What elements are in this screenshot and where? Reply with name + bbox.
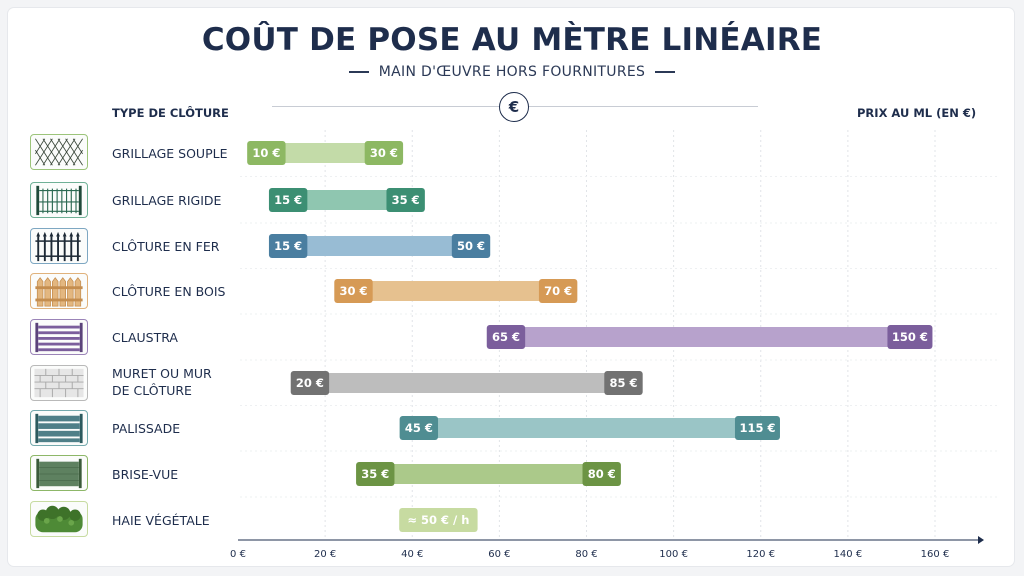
max-value-pill	[604, 371, 643, 395]
palisade-icon	[30, 410, 88, 446]
min-value-pill	[290, 371, 330, 395]
range-pill	[399, 508, 478, 532]
range-bar	[303, 190, 391, 210]
page-subtitle: MAIN D'ŒUVRE HORS FOURNITURES	[0, 64, 1024, 80]
range-bar	[390, 464, 587, 484]
max-value-label: 70 €	[544, 284, 572, 298]
max-value-pill	[538, 279, 578, 303]
row-label-grillage-souple: GRILLAGE SOUPLE	[112, 146, 228, 161]
iron-fence-icon	[30, 228, 88, 264]
min-value-pill	[486, 325, 526, 349]
max-value-label: 30 €	[370, 146, 398, 160]
max-value-pill	[364, 141, 404, 165]
wood-fence-icon	[30, 273, 88, 309]
max-value-pill	[582, 462, 621, 486]
row-label-brise-vue: BRISE-VUE	[112, 467, 179, 482]
min-value-pill	[356, 462, 395, 486]
x-tick-label: 140 €	[834, 549, 863, 560]
subtitle-dash-right	[655, 71, 676, 73]
min-value-label: 15 €	[274, 193, 302, 207]
hedge-icon	[30, 501, 88, 537]
column-header-type: TYPE DE CLÔTURE	[112, 106, 229, 120]
min-value-label: 30 €	[339, 284, 367, 298]
max-value-pill	[734, 416, 780, 440]
min-value-pill	[334, 279, 373, 303]
column-header-price: PRIX AU ML (EN €)	[857, 106, 977, 120]
range-bar	[434, 418, 739, 438]
page-title: COÛT DE POSE AU MÈTRE LINÉAIRE	[201, 22, 823, 58]
x-axis-arrow-icon	[978, 536, 984, 544]
range-pill-label: ≈ 50 € / h	[407, 513, 469, 527]
range-bar	[281, 143, 369, 163]
rigid-panel-icon	[30, 182, 88, 218]
row-label-muret: MURET OU MUR DE CLÔTURE	[112, 366, 212, 398]
euro-icon: €	[499, 92, 529, 122]
row-label-grillage-rigide: GRILLAGE RIGIDE	[112, 193, 222, 208]
max-value-pill	[451, 234, 491, 258]
x-tick-label: 60 €	[488, 549, 510, 560]
row-label-claustra: CLAUSTRA	[112, 330, 178, 345]
min-value-label: 15 €	[274, 239, 302, 253]
wire-mesh-icon	[30, 134, 88, 170]
min-value-pill	[399, 416, 439, 440]
max-value-label: 80 €	[588, 467, 616, 481]
max-value-label: 115 €	[739, 421, 775, 435]
x-tick-label: 100 €	[659, 549, 688, 560]
row-label-palissade: PALISSADE	[112, 421, 181, 436]
x-tick-label: 160 €	[921, 549, 950, 560]
min-value-pill	[247, 141, 286, 165]
x-tick-label: 80 €	[575, 549, 597, 560]
x-tick-label: 0 €	[230, 549, 246, 560]
max-value-pill	[887, 325, 933, 349]
min-value-label: 65 €	[492, 330, 520, 344]
max-value-pill	[386, 188, 425, 212]
range-bar	[303, 236, 456, 256]
brick-wall-icon	[30, 365, 88, 401]
subtitle-dash-left	[348, 71, 369, 73]
range-bar	[521, 327, 892, 347]
row-label-cloture-fer: CLÔTURE EN FER	[112, 239, 220, 254]
min-value-pill	[268, 234, 308, 258]
range-bar	[368, 281, 543, 301]
max-value-label: 50 €	[457, 239, 485, 253]
max-value-label: 35 €	[392, 193, 420, 207]
min-value-label: 35 €	[361, 467, 389, 481]
min-value-label: 10 €	[252, 146, 280, 160]
claustra-icon	[30, 319, 88, 355]
subtitle-text: MAIN D'ŒUVRE HORS FOURNITURES	[378, 64, 646, 80]
min-value-label: 20 €	[296, 376, 324, 390]
x-tick-label: 20 €	[314, 549, 336, 560]
row-label-cloture-bois: CLÔTURE EN BOIS	[112, 284, 226, 299]
row-label-haie-vegetale: HAIE VÉGÉTALE	[112, 513, 210, 528]
max-value-label: 150 €	[892, 330, 928, 344]
x-tick-label: 120 €	[746, 549, 775, 560]
screen-panel-icon	[30, 455, 88, 491]
min-value-pill	[268, 188, 308, 212]
x-tick-label: 40 €	[401, 549, 423, 560]
range-bar	[325, 373, 609, 393]
min-value-label: 45 €	[405, 421, 433, 435]
max-value-label: 85 €	[609, 376, 637, 390]
